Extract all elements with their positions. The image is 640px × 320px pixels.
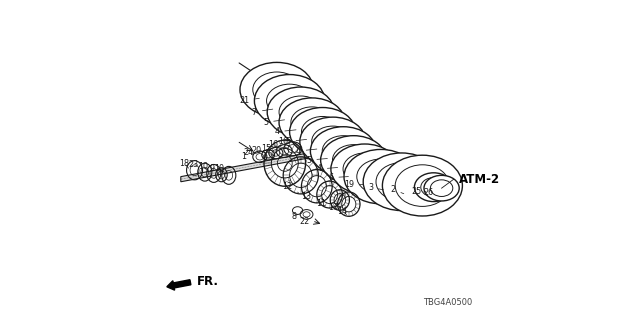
Text: 24: 24 — [243, 148, 260, 156]
Text: 20: 20 — [251, 146, 268, 155]
Ellipse shape — [279, 96, 323, 128]
Ellipse shape — [301, 116, 344, 147]
Ellipse shape — [279, 98, 345, 147]
Ellipse shape — [343, 153, 387, 185]
Ellipse shape — [431, 180, 453, 196]
Ellipse shape — [323, 136, 365, 166]
Text: FR.: FR. — [197, 275, 219, 288]
Text: 5: 5 — [263, 118, 285, 127]
Ellipse shape — [376, 163, 428, 201]
Ellipse shape — [364, 153, 440, 211]
Ellipse shape — [312, 126, 354, 157]
Text: 17: 17 — [328, 203, 339, 212]
Ellipse shape — [290, 108, 356, 156]
Ellipse shape — [310, 127, 376, 175]
Text: 26: 26 — [424, 188, 434, 197]
Ellipse shape — [291, 107, 333, 138]
Ellipse shape — [331, 144, 399, 194]
Ellipse shape — [253, 72, 301, 107]
Text: 2: 2 — [390, 185, 404, 194]
Ellipse shape — [344, 149, 417, 204]
Ellipse shape — [396, 165, 449, 206]
Text: 11: 11 — [317, 199, 330, 208]
Text: 19: 19 — [344, 180, 364, 188]
Ellipse shape — [267, 84, 313, 117]
FancyArrow shape — [167, 280, 191, 290]
Text: 10: 10 — [214, 164, 224, 173]
Ellipse shape — [383, 155, 463, 216]
Text: 15: 15 — [261, 144, 276, 153]
Text: 7: 7 — [252, 108, 273, 116]
Text: 16: 16 — [269, 140, 284, 149]
Text: 13: 13 — [301, 192, 317, 203]
Text: ATM-2: ATM-2 — [460, 173, 500, 186]
Text: 25: 25 — [411, 188, 426, 196]
Text: 6: 6 — [328, 173, 348, 182]
Text: 22: 22 — [299, 217, 309, 226]
Ellipse shape — [421, 178, 447, 197]
Text: 16: 16 — [278, 137, 292, 146]
Ellipse shape — [333, 145, 375, 175]
Text: 4: 4 — [296, 147, 317, 156]
Ellipse shape — [255, 75, 325, 127]
Text: 23: 23 — [189, 160, 201, 172]
Ellipse shape — [321, 136, 387, 184]
Text: 14: 14 — [337, 207, 348, 216]
Ellipse shape — [240, 62, 314, 117]
Text: 18: 18 — [179, 159, 189, 168]
Text: 4: 4 — [317, 164, 338, 173]
Polygon shape — [181, 147, 339, 182]
Ellipse shape — [424, 175, 460, 201]
Text: 9: 9 — [209, 164, 219, 175]
Ellipse shape — [300, 117, 366, 166]
Text: 4: 4 — [275, 127, 296, 136]
Text: 5: 5 — [306, 156, 328, 164]
Text: 21: 21 — [240, 96, 259, 105]
Text: 12: 12 — [282, 182, 298, 193]
Ellipse shape — [268, 87, 335, 137]
Text: TBG4A0500: TBG4A0500 — [423, 298, 472, 307]
Ellipse shape — [415, 173, 453, 202]
Text: 10: 10 — [198, 162, 208, 172]
Ellipse shape — [357, 159, 404, 194]
Text: 8: 8 — [291, 212, 298, 221]
Text: 1: 1 — [241, 146, 282, 161]
Text: 5: 5 — [285, 137, 307, 146]
Text: 3: 3 — [368, 183, 383, 192]
